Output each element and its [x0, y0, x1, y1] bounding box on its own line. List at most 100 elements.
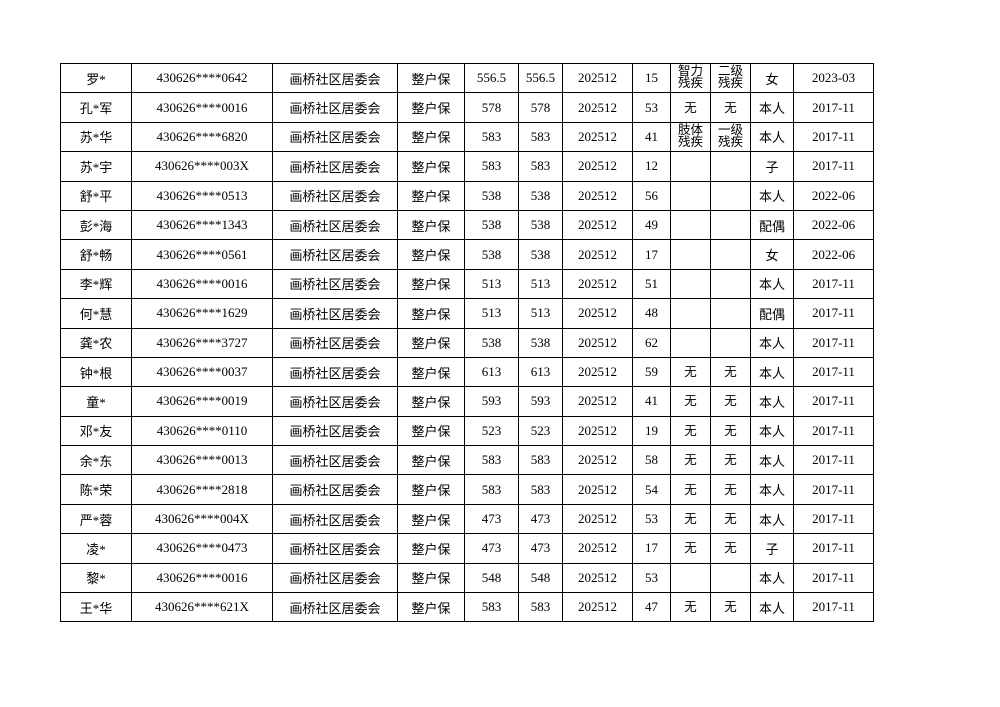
table-cell: 无	[670, 356, 711, 388]
cell-text: 无	[684, 394, 697, 409]
cell-text: 无	[684, 600, 697, 615]
table-cell: 41	[632, 386, 671, 417]
table-cell: 17	[632, 239, 671, 270]
table-cell: 陈*荣	[60, 474, 132, 505]
table-cell: 本人	[750, 268, 794, 300]
table-cell: 严*蓉	[60, 503, 132, 535]
table-cell: 430626****0513	[131, 180, 273, 211]
table-cell: 430626****0473	[131, 533, 273, 564]
table-cell	[710, 239, 751, 270]
cell-text: 无	[684, 541, 697, 556]
table-cell: 2017-11	[793, 268, 874, 300]
table-cell: 430626****0110	[131, 415, 273, 447]
table-cell: 47	[632, 592, 671, 623]
table-row: 王*华 430626****621X 画桥社区居委会 整户保 583 583 202512 4…	[60, 592, 874, 623]
table-cell: 202512	[562, 386, 633, 417]
table-cell	[670, 180, 711, 211]
table-cell: 473	[518, 503, 563, 535]
table-cell: 2023-03	[793, 62, 874, 94]
table-cell: 202512	[562, 92, 633, 123]
table-cell: 19	[632, 415, 671, 447]
table-cell: 配偶	[750, 209, 794, 241]
table-cell: 子	[750, 151, 794, 182]
table-cell: 画桥社区居委会	[272, 92, 398, 123]
table-cell: 202512	[562, 562, 633, 594]
table-cell: 画桥社区居委会	[272, 209, 398, 241]
table-cell: 童*	[60, 386, 132, 417]
table-cell: 583	[518, 121, 563, 153]
table-cell: 2017-11	[793, 121, 874, 153]
table-cell: 556.5	[518, 62, 563, 94]
table-cell: 整户保	[397, 327, 465, 358]
table-cell: 整户保	[397, 298, 465, 329]
table-cell: 583	[464, 121, 519, 153]
table-row: 龚*农 430626****3727 画桥社区居委会 整户保 538 538 202512 6…	[60, 327, 874, 358]
table-cell: 473	[518, 533, 563, 564]
table-cell: 无	[710, 474, 751, 505]
table-cell: 无	[710, 92, 751, 123]
table-cell: 无	[710, 356, 751, 388]
table-cell: 画桥社区居委会	[272, 356, 398, 388]
table-cell: 583	[464, 445, 519, 476]
table-cell: 556.5	[464, 62, 519, 94]
table-cell: 整户保	[397, 121, 465, 153]
table-cell: 430626****0037	[131, 356, 273, 388]
table-row: 钟*根 430626****0037 画桥社区居委会 整户保 613 613 202512 5…	[60, 356, 874, 388]
table-cell: 473	[464, 503, 519, 535]
table-cell: 48	[632, 298, 671, 329]
table-cell: 本人	[750, 474, 794, 505]
cell-text: 无	[724, 365, 737, 380]
table-cell: 430626****2818	[131, 474, 273, 505]
table-cell: 整户保	[397, 151, 465, 182]
table-cell: 202512	[562, 209, 633, 241]
table-cell: 202512	[562, 503, 633, 535]
table-cell: 2017-11	[793, 298, 874, 329]
table-cell: 523	[464, 415, 519, 447]
table-cell: 二级残疾	[710, 62, 751, 94]
table-cell: 2017-11	[793, 356, 874, 388]
table-cell: 画桥社区居委会	[272, 445, 398, 476]
table-cell: 画桥社区居委会	[272, 327, 398, 358]
table-cell: 无	[670, 415, 711, 447]
table-row: 舒*畅 430626****0561 画桥社区居委会 整户保 538 538 202512 1…	[60, 239, 874, 270]
table-cell: 583	[464, 474, 519, 505]
table-cell: 53	[632, 562, 671, 594]
table-cell: 202512	[562, 533, 633, 564]
cell-text: 无	[724, 453, 737, 468]
table-row: 童* 430626****0019 画桥社区居委会 整户保 593 593 202512 41…	[60, 386, 874, 417]
table-cell	[670, 562, 711, 594]
table-cell: 513	[464, 298, 519, 329]
table-cell: 李*辉	[60, 268, 132, 300]
table-cell: 202512	[562, 327, 633, 358]
table-row: 黎* 430626****0016 画桥社区居委会 整户保 548 548 202512 53…	[60, 562, 874, 594]
table-cell: 2017-11	[793, 415, 874, 447]
table-cell: 538	[518, 239, 563, 270]
cell-text: 无	[724, 541, 737, 556]
table-cell: 430626****003X	[131, 151, 273, 182]
table-cell: 593	[518, 386, 563, 417]
table-row: 彭*海 430626****1343 画桥社区居委会 整户保 538 538 202512 4…	[60, 209, 874, 241]
table-cell: 画桥社区居委会	[272, 239, 398, 270]
table-cell: 202512	[562, 121, 633, 153]
table-cell: 538	[518, 180, 563, 211]
table-cell: 整户保	[397, 180, 465, 211]
table-cell: 54	[632, 474, 671, 505]
table-cell	[710, 268, 751, 300]
table-cell: 583	[518, 474, 563, 505]
table-cell: 538	[464, 239, 519, 270]
table-cell: 430626****0013	[131, 445, 273, 476]
table-cell: 本人	[750, 92, 794, 123]
table-cell: 画桥社区居委会	[272, 62, 398, 94]
table-cell: 58	[632, 445, 671, 476]
cell-text: 无	[724, 482, 737, 497]
table-cell: 2017-11	[793, 503, 874, 535]
table-cell: 无	[670, 92, 711, 123]
table-cell: 整户保	[397, 415, 465, 447]
table-cell: 苏*宇	[60, 151, 132, 182]
table-cell: 12	[632, 151, 671, 182]
table-row: 余*东 430626****0013 画桥社区居委会 整户保 583 583 202512 5…	[60, 445, 874, 476]
table-cell: 430626****621X	[131, 592, 273, 623]
table-cell: 2017-11	[793, 92, 874, 123]
table-cell: 49	[632, 209, 671, 241]
table-cell: 舒*平	[60, 180, 132, 211]
